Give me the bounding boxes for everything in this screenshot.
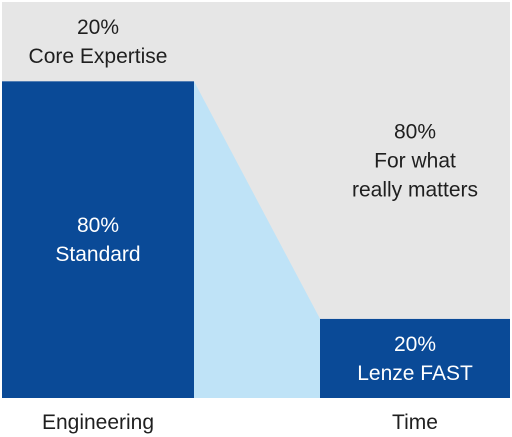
segment-label-lenze-line-1: 20% [394, 333, 436, 356]
category-label-engineering: Engineering [42, 411, 154, 434]
segment-label-core-line-2: Core Expertise [29, 45, 168, 68]
segment-label-matters-line-2: For what [374, 149, 456, 172]
segment-label-core-line-1: 20% [77, 16, 119, 39]
segment-label-matters-line-3: really matters [352, 178, 478, 201]
segment-label-lenze-line-2: Lenze FAST [357, 362, 473, 385]
category-label-time: Time [392, 411, 438, 434]
bar-segment-standard [2, 81, 194, 398]
bar-segment-lenze [320, 318, 510, 398]
bar-layer [2, 2, 510, 398]
bar-segment-core [2, 2, 194, 82]
segment-label-standard-line-1: 80% [77, 214, 119, 237]
label-layer: 80% Standard 20% Core Expertise 20% Lenze FAS… [29, 16, 478, 434]
bar-segment-matters [320, 2, 510, 319]
connector-layer [194, 2, 320, 398]
segment-label-matters-line-1: 80% [394, 120, 436, 143]
connector-lower-band [194, 81, 320, 398]
segment-label-standard-line-2: Standard [55, 243, 140, 266]
